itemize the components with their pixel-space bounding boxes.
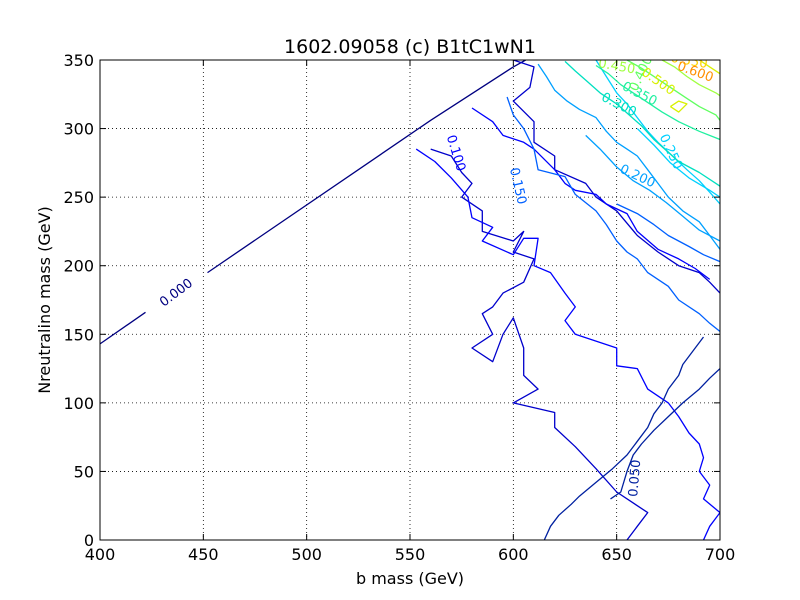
chart-title: 1602.09058 (c) B1tC1wN1 [284,36,536,58]
contour-line-0-050 [610,368,720,500]
contour-line-0-300 [564,60,720,187]
contour-lines: 0.0000.1000.1500.0500.2000.2500.3000.350… [100,51,720,540]
contour-line-0-450 [661,60,720,97]
contour-line-0-200 [537,63,720,250]
contour-line-0-200 [585,134,720,242]
contour-line-0-050 [512,60,720,294]
x-tick-label: 450 [188,545,219,564]
contour-line-0-400 [626,60,720,121]
x-axis-label: b mass (GeV) [356,569,464,588]
axis-ticks: 400 450 500 550 600 650 700 0 50 100 150 200 250 300 3… [63,51,735,564]
contour-line-0-050 [543,336,705,540]
contour-line-0-100 [471,107,711,280]
y-tick-label: 200 [63,257,94,276]
contour-line-0-000 [100,311,146,345]
x-tick-label: 650 [601,545,632,564]
contour-line-0-150 [506,96,720,333]
x-tick-label: 550 [395,545,426,564]
contour-line-0-500 [698,60,720,75]
y-tick-label: 150 [63,325,94,344]
x-tick-label: 500 [291,545,322,564]
contour-line-0-000 [207,60,527,274]
contour-label-0-550: 0.550 [669,51,708,72]
contour-group: 0.0000.1000.1500.0500.2000.2500.3000.350… [100,51,720,540]
y-tick-label: 350 [63,51,94,70]
y-tick-label: 250 [63,188,94,207]
y-tick-label: 100 [63,394,94,413]
x-tick-label: 400 [85,545,116,564]
y-tick-label: 300 [63,120,94,139]
contour-line-0-250 [595,60,720,205]
contour-line-0-050 [430,148,649,540]
x-tick-label: 600 [498,545,529,564]
contour-line-0-350 [595,64,720,141]
contour-line-0-150 [616,203,720,263]
contour-line-0-500 [670,100,688,113]
contour-line-0-250 [636,128,720,198]
x-tick-label: 700 [705,545,736,564]
y-axis-label: Nreutralino mass (GeV) [35,206,54,394]
contour-line-0-100 [415,148,720,540]
contour-label-0-050: 0.050 [626,459,644,497]
y-tick-label: 50 [74,462,94,481]
y-tick-label: 0 [84,531,94,550]
